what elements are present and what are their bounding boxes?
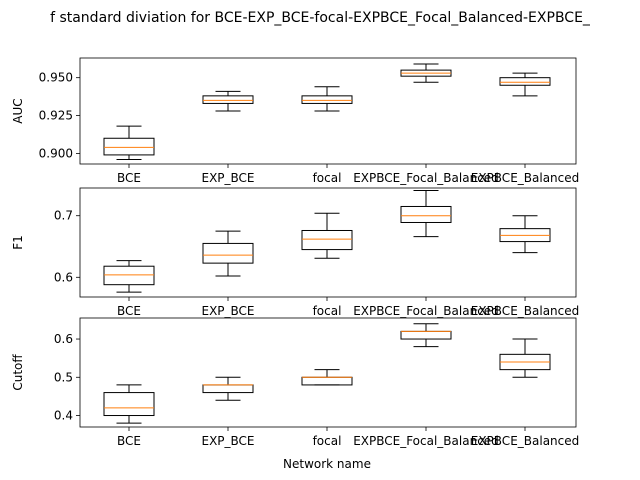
box-focal [301,369,353,386]
x-tick-label: focal [313,304,342,318]
box-expbce-focal-balanced [400,189,452,238]
x-tick-label: EXP_BCE [201,434,254,448]
box-exp-bce [202,376,254,401]
x-tick-label: focal [313,171,342,185]
x-axis-label: Network name [283,457,371,471]
x-tick-label: EXPBCE_Balanced [471,171,580,185]
box-bce [103,260,155,293]
box-expbce-balanced [499,338,551,378]
iqr-box [103,265,155,286]
box-expbce-focal-balanced [400,63,452,83]
y-axis-label: AUC [11,98,25,123]
iqr-box [202,95,254,104]
iqr-box [103,137,155,156]
axes-frame [79,187,577,298]
x-tick-label: BCE [117,304,141,318]
box-exp-bce [202,230,254,277]
figure-title: f standard diviation for BCE-EXP_BCE-foc… [50,10,591,26]
y-tick-label: 0.7 [54,209,73,223]
box-expbce-balanced [499,215,551,254]
box-expbce-balanced [499,72,551,97]
x-tick-label: EXPBCE_Balanced [471,304,580,318]
y-axis-label: F1 [11,235,25,250]
x-tick-label: EXP_BCE [201,171,254,185]
y-tick-label: 0.6 [54,332,73,346]
x-tick-label: BCE [117,434,141,448]
iqr-box [301,229,353,251]
axes-frame [79,57,577,165]
subplot-1: 0.900 0.925 0.950 AUC BCE EXP_BCE focal EXPBCE_… [11,57,580,185]
x-tick-label: focal [313,434,342,448]
y-axis-label: Cutoff [11,354,25,391]
iqr-box [202,242,254,264]
iqr-box [499,77,551,86]
x-tick-label: EXP_BCE [201,304,254,318]
box-exp-bce [202,90,254,112]
iqr-box [103,392,155,417]
axes-frame [79,317,577,428]
y-tick-label: 0.900 [39,146,73,160]
subplot-2: 0.6 0.7 F1 BCE EXP_BCE focal EXPBCE_Focal_Bala… [11,187,580,318]
subplot-3: 0.4 0.5 0.6 Cutoff BCE EXP_BCE focal EXPBCE_Foc… [11,317,580,448]
box-focal [301,212,353,259]
y-tick-label: 0.950 [39,71,73,85]
box-focal [301,86,353,112]
y-tick-label: 0.4 [54,409,73,423]
x-tick-label: EXPBCE_Focal_Balanced [353,434,499,448]
box-expbce-focal-balanced [400,323,452,348]
y-tick-label: 0.925 [39,109,73,123]
box-bce [103,384,155,424]
iqr-box [301,95,353,104]
x-tick-label: BCE [117,171,141,185]
iqr-box [400,205,452,223]
y-tick-label: 0.5 [54,370,73,384]
box-bce [103,125,155,160]
x-tick-label: EXPBCE_Focal_Balanced [353,304,499,318]
y-tick-label: 0.6 [54,270,73,284]
x-tick-label: EXPBCE_Focal_Balanced [353,171,499,185]
x-tick-label: EXPBCE_Balanced [471,434,580,448]
